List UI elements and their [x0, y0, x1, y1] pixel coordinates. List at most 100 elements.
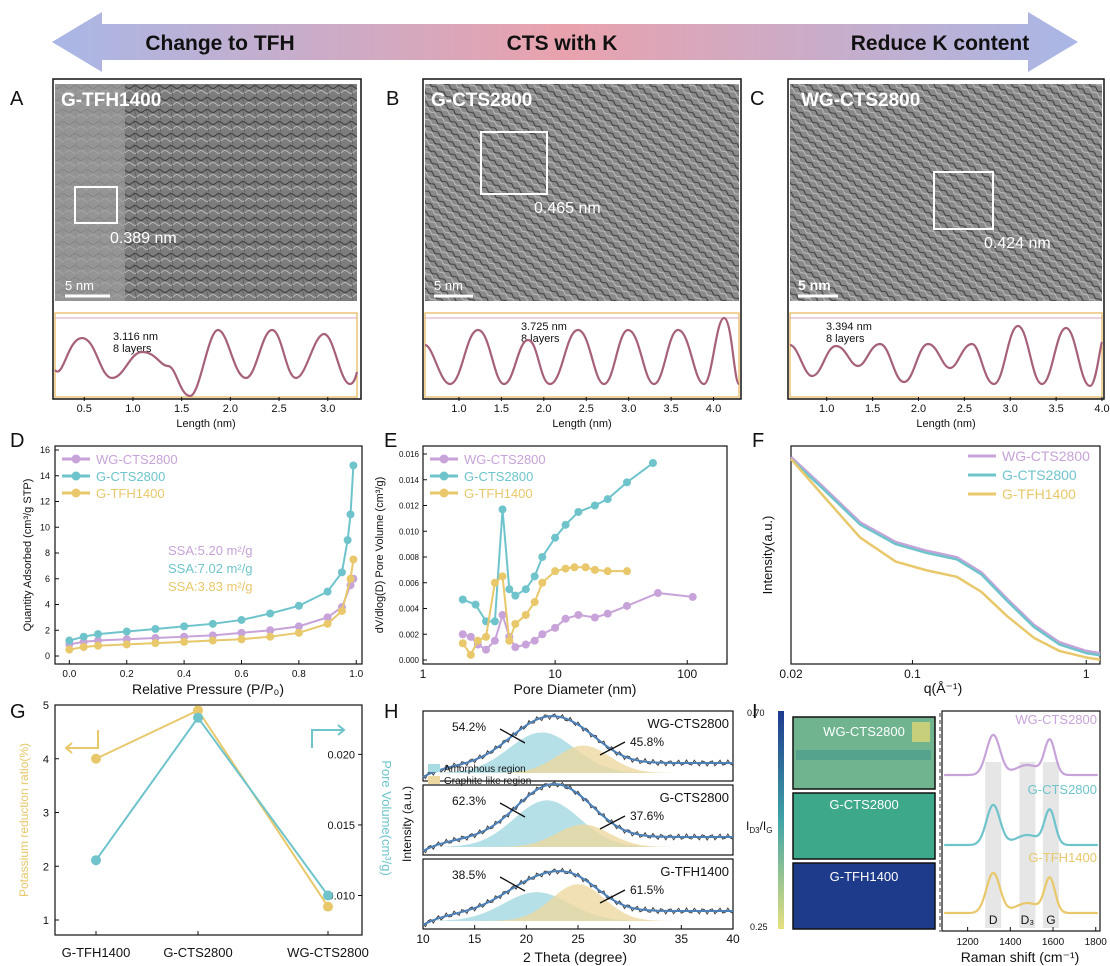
data-point	[94, 630, 103, 639]
profile-text1-b: 3.725 nm	[521, 321, 567, 333]
legend-marker	[71, 471, 81, 481]
panel-e: E 1 10 100 0.000 0.002 0.004 0.006 0.008 0.010 0.…	[374, 430, 728, 697]
legend-label-amorphous: Amorphous region	[444, 764, 526, 775]
data-point	[561, 564, 570, 573]
legend-label: G-TFH1400	[96, 486, 165, 501]
data-point	[551, 623, 560, 632]
tick-label: 1.0	[125, 403, 140, 415]
data-point	[151, 624, 160, 633]
legend-swatch-amorphous	[428, 764, 440, 772]
amorphous-fill	[423, 800, 733, 847]
data-point	[530, 598, 539, 607]
xlabel-h: 2 Theta (degree)	[523, 949, 627, 965]
xrd-subplots: WG-CTS2800 54.2% 45.8% G-CTS2800 62.3% 37.6% G…	[422, 710, 734, 930]
data-point	[208, 636, 217, 645]
pointer-arrow	[599, 741, 626, 756]
legend-label: G-CTS2800	[464, 469, 533, 484]
xlabel-f: q(Å⁻¹)	[924, 680, 963, 696]
data-point	[65, 636, 74, 645]
x-tick-label: 100	[677, 667, 697, 681]
tem-spacing-c: 0.424 nm	[984, 235, 1051, 252]
y-tick-label: 4	[43, 754, 49, 766]
y-tick-label: 14	[40, 471, 50, 481]
fit-line	[422, 715, 733, 778]
x-tick-label: 0.8	[292, 669, 306, 680]
axes-d: 0.0 0.2 0.4 0.6 0.8 1.0 0 2 4 6 8 10 12 14 16	[40, 445, 364, 680]
legend-label: WG-CTS2800	[464, 452, 546, 467]
raman-map-g-tfh-image	[792, 862, 936, 930]
x-tick-label: 0.4	[177, 669, 191, 680]
raman-spectrum	[944, 733, 1098, 777]
y-tick-label: 6	[45, 574, 50, 584]
colorbar-label: ID3/IG	[746, 819, 772, 835]
amorphous-pct: 62.3%	[452, 794, 486, 808]
raman-spectrum	[944, 803, 1098, 847]
y2-tick-label: 0.015	[327, 820, 355, 832]
data-point	[574, 610, 583, 619]
tick-label: 2.5	[271, 403, 286, 415]
pointer-arrow	[599, 815, 626, 830]
data-point	[511, 591, 520, 600]
data-point	[482, 632, 491, 641]
tem-spacing-a: 0.389 nm	[110, 230, 177, 247]
data-point	[79, 632, 88, 641]
data-point	[570, 563, 579, 572]
y-tick-label: 12	[40, 497, 50, 507]
pointer-arrow	[499, 728, 526, 744]
fit-line	[422, 870, 733, 926]
panel-g: G G-TFH1400 G-CTS2800 WG-CTS2800 1 2 3 4 5 0.010…	[10, 700, 394, 960]
banner-arrow	[52, 12, 1078, 72]
y-tick-label: 4	[45, 600, 50, 610]
data-point	[65, 645, 74, 654]
x-tick-label: G-CTS2800	[163, 945, 232, 960]
y-tick-label: 0.014	[399, 476, 420, 485]
y-tick-label: 3	[43, 808, 49, 820]
profile-xlabel-b: Length (nm)	[552, 418, 611, 430]
tick-label: 1.5	[494, 403, 509, 415]
ssa-annotation-2: SSA:7.02 m²/g	[168, 561, 253, 576]
raw-pattern	[422, 781, 734, 854]
panel-letter-f: F	[752, 430, 764, 452]
raman-map-g-cts-label: G-CTS2800	[829, 797, 898, 812]
profile-xlabel-a: Length (nm)	[176, 418, 235, 430]
x-tick-label: 10	[416, 932, 430, 946]
raman-map-g-cts: G-CTS2800	[792, 792, 936, 860]
y-tick-label: 0.006	[399, 579, 420, 588]
data-point	[498, 505, 507, 514]
xrd-sample-label: G-TFH1400	[660, 864, 729, 879]
data-point	[349, 461, 358, 470]
data-point	[590, 565, 599, 574]
ssa-annotation-3: SSA:3.83 m²/g	[168, 579, 253, 594]
ylabel-f: Intensity(a.u.)	[760, 516, 775, 595]
tem-sample-label-c: WG-CTS2800	[801, 90, 920, 111]
xrd-sample-label: WG-CTS2800	[647, 716, 729, 731]
legend-h: Amorphous region Graphite-like region	[428, 764, 531, 787]
legend-marker	[439, 471, 449, 481]
tem-sample-label-b: G-CTS2800	[431, 90, 532, 111]
tick-label: 2.0	[536, 403, 551, 415]
y-tick-label: 8	[45, 548, 50, 558]
plot-frame-f	[790, 445, 1101, 665]
tick-label: 3.5	[1048, 403, 1063, 415]
panel-letter-g: G	[10, 701, 26, 723]
data-point	[473, 636, 482, 645]
xlabel-i: Raman shift (cm⁻¹)	[961, 949, 1080, 965]
tick-label: 0.5	[77, 403, 92, 415]
data-point	[180, 637, 189, 646]
x-tick-label: 0.1	[904, 667, 921, 681]
x-tick-label: 25	[571, 932, 585, 946]
x-tick-label: 1800	[1085, 937, 1108, 948]
tick-label: 3.0	[320, 403, 335, 415]
banner-left-label: Change to TFH	[145, 32, 294, 55]
data-point	[79, 642, 88, 651]
data-point	[151, 639, 160, 648]
data-point	[574, 507, 583, 516]
data-point	[505, 585, 514, 594]
data-point	[91, 855, 101, 866]
data-point	[458, 630, 467, 639]
data-point	[551, 533, 560, 542]
raman-map-g-cts-image	[792, 792, 936, 860]
axes-h: 10 15 20 25 30 35 40	[416, 925, 740, 946]
axes-e: 1 10 100 0.000 0.002 0.004 0.006 0.008 0.010 0.01…	[399, 450, 698, 681]
data-point	[208, 619, 217, 628]
